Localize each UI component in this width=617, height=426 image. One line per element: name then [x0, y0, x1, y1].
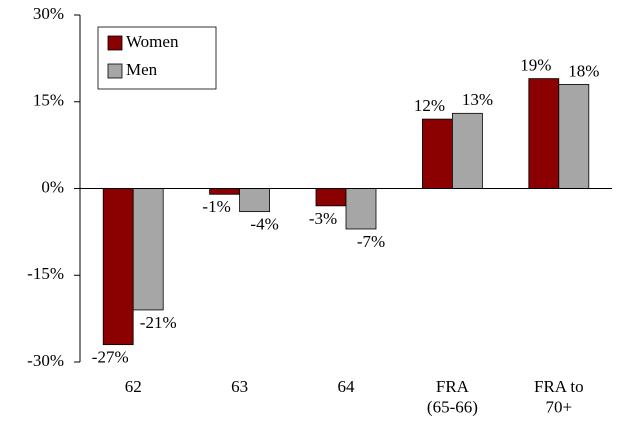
bar [239, 188, 271, 213]
value-label: -4% [250, 215, 278, 234]
value-label: 19% [520, 56, 551, 75]
value-label: -7% [357, 232, 385, 251]
bar [345, 188, 377, 230]
y-tick-label: 0% [41, 177, 64, 196]
bar [528, 78, 560, 189]
value-label: -21% [140, 313, 177, 332]
bar [421, 118, 453, 189]
x-tick-label: 62 [125, 377, 142, 396]
y-tick-label: 15% [33, 91, 64, 110]
bar [132, 188, 164, 311]
bar [451, 112, 483, 189]
value-label: -1% [202, 197, 230, 216]
value-label: -27% [92, 348, 129, 367]
bar [209, 188, 241, 195]
legend-label: Women [126, 32, 179, 51]
legend-swatch [107, 63, 123, 79]
bar [315, 188, 347, 207]
x-tick-label: FRA (65-66) [427, 377, 478, 416]
x-tick-label: 63 [231, 377, 248, 396]
legend-swatch [107, 35, 123, 51]
value-label: 12% [414, 96, 445, 115]
x-tick-label: 64 [338, 377, 356, 396]
legend-box [97, 26, 217, 90]
y-tick-label: -30% [27, 351, 64, 370]
value-label: -3% [309, 209, 337, 228]
x-tick-label: FRA to 70+ [534, 377, 584, 416]
y-tick-label: -15% [27, 264, 64, 283]
value-label: 18% [568, 61, 599, 80]
y-tick-label: 30% [33, 4, 64, 23]
bar [558, 84, 590, 189]
legend-label: Men [126, 60, 158, 79]
bar [102, 188, 134, 346]
value-label: 13% [462, 90, 493, 109]
